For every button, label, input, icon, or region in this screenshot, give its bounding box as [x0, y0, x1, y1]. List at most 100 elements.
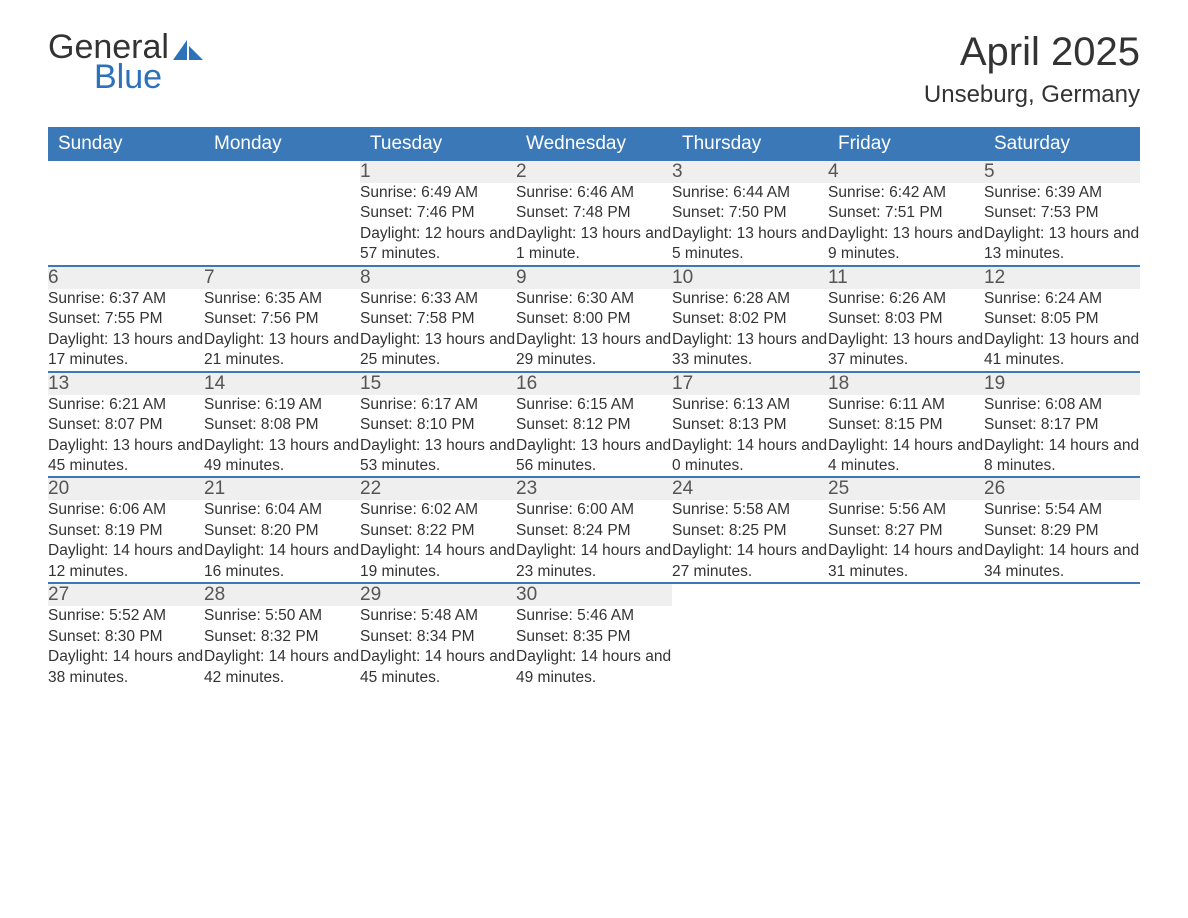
sunset-line: Sunset: 8:05 PM: [984, 310, 1099, 327]
sunset-line: Sunset: 7:58 PM: [360, 310, 475, 327]
sunset-line: Sunset: 7:48 PM: [516, 204, 631, 221]
daylight-line: Daylight: 13 hours and 45 minutes.: [48, 437, 203, 474]
sunset-line: Sunset: 8:24 PM: [516, 522, 631, 539]
daylight-line: Daylight: 13 hours and 53 minutes.: [360, 437, 515, 474]
day-detail-cell: Sunrise: 6:04 AMSunset: 8:20 PMDaylight:…: [204, 500, 360, 583]
day-detail-cell: Sunrise: 6:24 AMSunset: 8:05 PMDaylight:…: [984, 289, 1140, 372]
daylight-line: Daylight: 14 hours and 38 minutes.: [48, 648, 203, 685]
weekday-header: Sunday: [48, 127, 204, 161]
sunrise-line: Sunrise: 6:08 AM: [984, 396, 1102, 413]
daylight-line: Daylight: 14 hours and 4 minutes.: [828, 437, 983, 474]
sunrise-line: Sunrise: 6:19 AM: [204, 396, 322, 413]
day-detail-cell: Sunrise: 6:17 AMSunset: 8:10 PMDaylight:…: [360, 395, 516, 478]
daylight-line: Daylight: 14 hours and 12 minutes.: [48, 542, 203, 579]
day-detail-cell: [984, 606, 1140, 688]
location-text: Unseburg, Germany: [924, 81, 1140, 109]
daylight-line: Daylight: 14 hours and 23 minutes.: [516, 542, 671, 579]
sunset-line: Sunset: 8:34 PM: [360, 628, 475, 645]
detail-row: Sunrise: 6:49 AM Sunset: 7:46 PM Daylight:…: [48, 183, 1140, 266]
sunrise-line: Sunrise: 6:11 AM: [828, 396, 945, 413]
day-number-cell: 7: [204, 266, 360, 289]
day-detail-cell: Sunrise: 5:54 AMSunset: 8:29 PMDaylight:…: [984, 500, 1140, 583]
daylight-line: Daylight: 14 hours and 0 minutes.: [672, 437, 827, 474]
day-number-cell: 4: [828, 161, 984, 183]
sunset-line: Sunset: 8:02 PM: [672, 310, 787, 327]
calendar-table: SundayMondayTuesdayWednesdayThursdayFrid…: [48, 127, 1140, 688]
day-number-cell: 9: [516, 266, 672, 289]
day-detail-cell: Sunrise: 6:37 AMSunset: 7:55 PMDaylight:…: [48, 289, 204, 372]
day-detail-cell: Sunrise: 6:08 AMSunset: 8:17 PMDaylight:…: [984, 395, 1140, 478]
sunrise-line: Sunrise: 6:17 AM: [360, 396, 478, 413]
day-number-cell: 15: [360, 372, 516, 395]
day-number-cell: 1: [360, 161, 516, 183]
sunrise-line: Sunrise: 5:46 AM: [516, 607, 634, 624]
day-detail-cell: Sunrise: 5:48 AMSunset: 8:34 PMDaylight:…: [360, 606, 516, 688]
day-detail-cell: Sunrise: 5:50 AMSunset: 8:32 PMDaylight:…: [204, 606, 360, 688]
sunset-line: Sunset: 8:27 PM: [828, 522, 943, 539]
daynum-row: 12345: [48, 161, 1140, 183]
sunset-line: Sunset: 8:15 PM: [828, 416, 943, 433]
sunrise-line: Sunrise: 6:49 AM: [360, 184, 478, 201]
day-number-cell: 25: [828, 477, 984, 500]
sunset-line: Sunset: 8:12 PM: [516, 416, 631, 433]
day-number-cell: 28: [204, 583, 360, 606]
sunrise-line: Sunrise: 6:44 AM: [672, 184, 790, 201]
day-detail-cell: Sunrise: 6:33 AMSunset: 7:58 PMDaylight:…: [360, 289, 516, 372]
weekday-header: Monday: [204, 127, 360, 161]
day-number-cell: 6: [48, 266, 204, 289]
sunrise-line: Sunrise: 5:52 AM: [48, 607, 166, 624]
day-number-cell: 2: [516, 161, 672, 183]
daylight-line: Daylight: 14 hours and 27 minutes.: [672, 542, 827, 579]
daylight-line: Daylight: 14 hours and 49 minutes.: [516, 648, 671, 685]
day-number-cell: 11: [828, 266, 984, 289]
day-number-cell: 29: [360, 583, 516, 606]
detail-row: Sunrise: 6:37 AMSunset: 7:55 PMDaylight:…: [48, 289, 1140, 372]
sunrise-line: Sunrise: 5:56 AM: [828, 501, 946, 518]
daylight-line: Daylight: 13 hours and 56 minutes.: [516, 437, 671, 474]
page-header: General Blue April 2025 Unseburg, German…: [48, 30, 1140, 109]
daylight-line: Daylight: 13 hours and 17 minutes.: [48, 331, 203, 368]
day-detail-cell: Sunrise: 6:49 AMSunset: 7:46 PMDaylight:…: [360, 183, 516, 266]
brand-text: General Blue: [48, 30, 169, 94]
sunset-line: Sunset: 7:46 PM: [360, 204, 475, 221]
sunrise-line: Sunrise: 6:15 AM: [516, 396, 634, 413]
day-detail-cell: Sunrise: 6:19 AM Sunset: 8:08 PM Daylight:…: [204, 395, 360, 478]
sunrise-line: Sunrise: 5:50 AM: [204, 607, 322, 624]
sunrise-line: Sunrise: 6:39 AM: [984, 184, 1102, 201]
sunset-line: Sunset: 8:08 PM: [204, 416, 319, 433]
sunrise-line: Sunrise: 6:24 AM: [984, 290, 1102, 307]
day-number-cell: 27: [48, 583, 204, 606]
day-number-cell: [672, 583, 828, 606]
day-detail-cell: Sunrise: 6:26 AMSunset: 8:03 PMDaylight:…: [828, 289, 984, 372]
daylight-line: Daylight: 14 hours and 45 minutes.: [360, 648, 515, 685]
sunrise-line: Sunrise: 6:30 AM: [516, 290, 634, 307]
daylight-line: Daylight: 14 hours and 19 minutes.: [360, 542, 515, 579]
daylight-line: Daylight: 14 hours and 31 minutes.: [828, 542, 983, 579]
sunset-line: Sunset: 8:17 PM: [984, 416, 1099, 433]
sunrise-line: Sunrise: 6:42 AM: [828, 184, 946, 201]
day-detail-cell: Sunrise: 5:46 AMSunset: 8:35 PMDaylight:…: [516, 606, 672, 688]
sail-icon: [173, 36, 203, 64]
day-detail-cell: Sunrise: 6:44 AMSunset: 7:50 PMDaylight:…: [672, 183, 828, 266]
weekday-header: Wednesday: [516, 127, 672, 161]
sunrise-line: Sunrise: 6:33 AM: [360, 290, 478, 307]
daylight-line: Daylight: 13 hours and 49 minutes.: [204, 437, 359, 474]
day-number-cell: 18: [828, 372, 984, 395]
day-detail-cell: Sunrise: 5:52 AMSunset: 8:30 PMDaylight:…: [48, 606, 204, 688]
day-detail-cell: Sunrise: 6:13 AMSunset: 8:13 PMDaylight:…: [672, 395, 828, 478]
sunset-line: Sunset: 8:07 PM: [48, 416, 163, 433]
daylight-line: Daylight: 13 hours and 9 minutes.: [828, 225, 983, 262]
weekday-header: Friday: [828, 127, 984, 161]
sunset-line: Sunset: 7:53 PM: [984, 204, 1099, 221]
sunrise-line: Sunrise: 6:26 AM: [828, 290, 946, 307]
daylight-line: Daylight: 13 hours and 29 minutes.: [516, 331, 671, 368]
sunset-line: Sunset: 8:29 PM: [984, 522, 1099, 539]
sunset-line: Sunset: 8:22 PM: [360, 522, 475, 539]
daylight-line: Daylight: 13 hours and 5 minutes.: [672, 225, 827, 262]
sunset-line: Sunset: 8:20 PM: [204, 522, 319, 539]
title-block: April 2025 Unseburg, Germany: [924, 30, 1140, 109]
day-detail-cell: [828, 606, 984, 688]
sunrise-line: Sunrise: 6:13 AM: [672, 396, 790, 413]
sunrise-line: Sunrise: 6:02 AM: [360, 501, 478, 518]
day-detail-cell: [204, 183, 360, 266]
